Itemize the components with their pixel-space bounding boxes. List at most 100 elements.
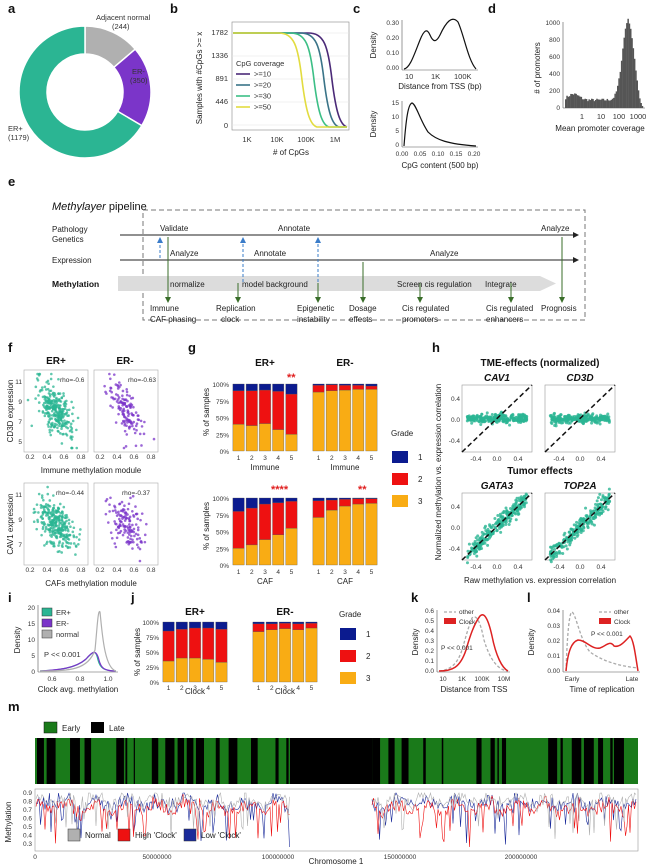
scatter-point-f-erpos-caf bbox=[60, 551, 63, 554]
scatter-point-f-erpos-caf bbox=[48, 523, 52, 527]
xtick-g-3-3: 4 bbox=[356, 569, 360, 576]
histogram-bar-33 bbox=[607, 100, 610, 108]
scatter-point-f-erpos-immune bbox=[53, 407, 56, 410]
scatter-point-f-erpos-immune bbox=[60, 427, 63, 431]
scatter-point-h-top2a bbox=[575, 524, 579, 528]
late-band-52 bbox=[548, 738, 558, 784]
scatter-point-h-cav1 bbox=[485, 411, 489, 415]
xtick-g-3-1: 2 bbox=[330, 569, 334, 576]
scatter-point-h-cav1 bbox=[490, 413, 494, 417]
scatter-point-f-erpos-immune bbox=[71, 419, 75, 423]
density-l-clock bbox=[565, 634, 639, 672]
late-band-centromere bbox=[290, 738, 372, 784]
scatter-point-h-gata3 bbox=[491, 531, 495, 535]
xtick-g-0-2: 3 bbox=[263, 455, 267, 462]
curve-b-0 bbox=[233, 32, 348, 128]
xtick-d-3: 1000 bbox=[630, 112, 647, 121]
row-expression: Expression bbox=[52, 256, 92, 265]
scatter-point-f-erneg-caf bbox=[132, 527, 136, 531]
scatter-point-h-top2a bbox=[596, 502, 600, 506]
scatter-point-f-erpos-caf bbox=[46, 485, 49, 489]
xtick-j-0-0: 1 bbox=[167, 685, 171, 692]
scatter-point-f-erneg-immune bbox=[119, 383, 122, 387]
g-panel-1-bar-3-1 bbox=[352, 385, 365, 390]
scatter-point-f-erpos-caf bbox=[65, 526, 68, 530]
xtick-g-3-2: 3 bbox=[343, 569, 347, 576]
scatter-point-f-erneg-caf bbox=[138, 559, 142, 563]
ytick-f2-0: 11 bbox=[15, 492, 22, 499]
output-clock: clock bbox=[221, 315, 240, 324]
j-panel-0-bar-4-0 bbox=[215, 621, 228, 630]
scatter-point-f-erpos-immune bbox=[47, 392, 51, 395]
donut-slice-2 bbox=[18, 25, 143, 159]
scatter-point-h-cd3d bbox=[593, 417, 597, 421]
scatter-point-h-top2a bbox=[555, 555, 559, 559]
scatter-point-f-erneg-immune bbox=[132, 427, 136, 431]
histogram-bar-21 bbox=[592, 99, 594, 108]
j-panel-1-bar-2-2 bbox=[279, 628, 291, 683]
histogram-bar-12 bbox=[580, 96, 583, 108]
scatter-point-f-erneg-caf bbox=[117, 510, 120, 514]
xtick-c2-1: 0.05 bbox=[414, 151, 427, 158]
scatter-point-f-erpos-immune bbox=[69, 422, 73, 426]
scatter-point-f-erneg-immune bbox=[108, 372, 111, 376]
scatter-point-h-cav1 bbox=[486, 417, 490, 421]
rho-f-2: rho=-0.63 bbox=[128, 377, 156, 384]
xtick-c2-3: 0.15 bbox=[450, 151, 463, 158]
ytick-c2-0: 0 bbox=[395, 142, 399, 149]
scatter-point-f-erneg-caf bbox=[130, 540, 133, 544]
scatter-point-f-erpos-caf bbox=[32, 507, 36, 511]
scatter-point-h-top2a bbox=[576, 533, 580, 537]
j-panel-0-bar-4-2 bbox=[215, 662, 228, 683]
scatter-point-f-erpos-immune bbox=[54, 410, 57, 413]
scatter-point-f-erpos-immune bbox=[53, 425, 57, 428]
xlabel-d: Mean promoter coverage bbox=[555, 124, 645, 133]
scatter-point-h-top2a bbox=[596, 496, 600, 500]
histogram-bar-16 bbox=[585, 99, 588, 108]
scatter-point-f-erneg-caf bbox=[136, 526, 140, 529]
scatter-point-f-erpos-caf bbox=[41, 525, 45, 529]
late-band-54 bbox=[571, 738, 582, 784]
scatter-point-f-erpos-immune bbox=[62, 392, 65, 395]
g-panel-3-bar-4-0 bbox=[365, 497, 378, 499]
scatter-point-f-erpos-caf bbox=[52, 494, 55, 497]
xtick-f-0-1: 0.4 bbox=[42, 454, 51, 461]
histogram-bar-57 bbox=[639, 98, 641, 108]
scatter-point-h-cav1 bbox=[524, 417, 528, 421]
scatter-point-f-erpos-caf bbox=[77, 542, 80, 546]
j-panel-0-bar-0-1 bbox=[162, 630, 175, 662]
output-enhancers: enhancers bbox=[486, 315, 523, 324]
scatter-point-h-gata3 bbox=[504, 506, 508, 510]
late-band-44 bbox=[388, 738, 395, 784]
legend-b: CpG coverage >=10 >=20 >=30 >=50 bbox=[236, 59, 284, 112]
scatter-point-f-erneg-caf bbox=[126, 536, 130, 539]
g-panel-2-bar-4-1 bbox=[285, 501, 298, 529]
legend-label-low-clock: Low 'Clock' bbox=[201, 831, 241, 840]
stacked-bars-j: 1 2 3 4 5 100% 75% 50% 25% 0% 1 2 3 4 5 bbox=[142, 620, 318, 692]
scatter-point-f-erneg-immune bbox=[117, 381, 121, 384]
xtick-j-1-2: 3 bbox=[283, 685, 287, 692]
xtick-g-0-0: 1 bbox=[237, 455, 241, 462]
scatter-point-h-gata3 bbox=[495, 529, 499, 533]
scatter-point-f-erpos-immune bbox=[62, 402, 66, 406]
scatter-point-f-erpos-immune bbox=[44, 388, 48, 391]
g-panel-2-bar-4-2 bbox=[285, 528, 298, 566]
g-panel-2-bar-2-1 bbox=[259, 503, 271, 540]
scatter-point-f-erneg-immune bbox=[133, 431, 137, 435]
g-panel-3-bar-1-0 bbox=[325, 497, 338, 501]
xtick-f-3-1: 0.4 bbox=[112, 567, 121, 574]
g-panel-3-bar-1-1 bbox=[325, 499, 338, 511]
histogram-bars-d bbox=[565, 18, 644, 109]
scatter-point-f-erpos-caf bbox=[44, 527, 48, 531]
output-cis-reg-1: Cis regulated bbox=[402, 304, 449, 313]
scatter-point-h-top2a bbox=[607, 493, 611, 497]
histogram-bar-35 bbox=[610, 99, 612, 108]
scatter-point-h-gata3 bbox=[481, 534, 485, 538]
scatter-point-f-erpos-immune bbox=[56, 419, 59, 423]
scatter-point-h-cav1 bbox=[509, 415, 513, 419]
scatter-point-h-top2a bbox=[592, 517, 596, 521]
scatter-point-f-erneg-caf bbox=[128, 529, 132, 533]
panel-a-donut: Adjacent normal (244) ER- (350) ER+ (117… bbox=[8, 13, 152, 159]
scatter-point-h-cav1 bbox=[484, 419, 488, 423]
ytick-c1-0: 0.00 bbox=[386, 65, 399, 72]
